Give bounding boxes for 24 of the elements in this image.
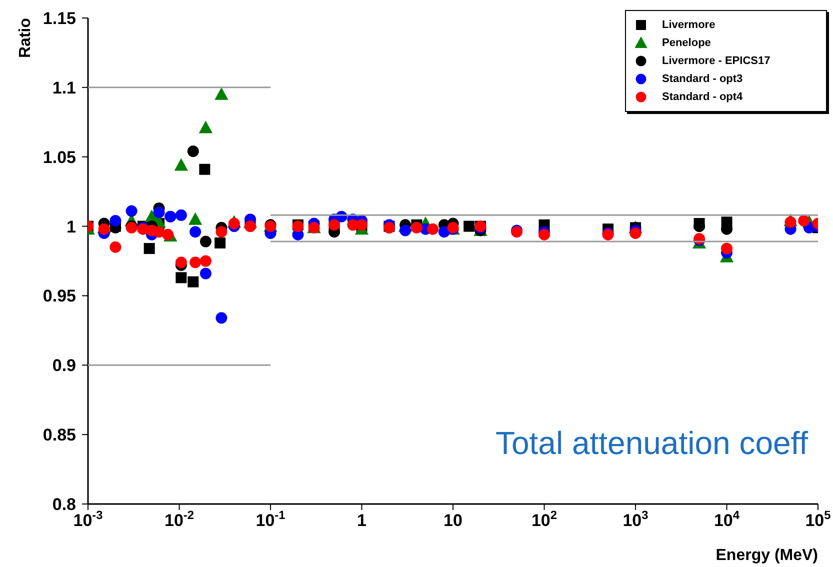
y-tick-label: 0.9	[52, 356, 76, 376]
y-tick-label: 1.05	[42, 148, 76, 167]
y-tick-label: 0.8	[52, 495, 76, 514]
legend-label: Standard - opt3	[662, 73, 743, 85]
x-tick-label: 10$^{3}$	[622, 508, 649, 530]
y-tick-label: 0.85	[42, 426, 76, 445]
x-tick-label: 10$^{4}$	[714, 508, 740, 530]
x-tick-label: 10$^{-2}$	[164, 508, 194, 530]
y-tick-label: 1.15	[42, 9, 76, 28]
legend-label: Livermore - EPICS17	[662, 55, 770, 67]
x-tick-label: 10$^{5}$	[805, 508, 832, 530]
x-axis-title: Energy (MeV)	[716, 547, 818, 564]
annotation: Total attenuation coeff	[495, 425, 808, 462]
y-axis-title: Ratio	[17, 18, 34, 58]
y-tick-label: 1	[66, 217, 76, 236]
legend-label: Livermore	[662, 19, 716, 31]
legend-label: Penelope	[662, 37, 711, 49]
x-tick-label: 10	[444, 511, 462, 530]
y-tick-label: 1.1	[52, 78, 76, 98]
y-tick-label: 0.95	[42, 286, 76, 306]
x-tick-label: 10$^{-1}$	[256, 508, 286, 530]
x-tick-label: 1	[357, 511, 366, 530]
legend-label: Standard - opt4	[662, 91, 743, 103]
x-tick-label: 10$^{2}$	[531, 508, 558, 530]
